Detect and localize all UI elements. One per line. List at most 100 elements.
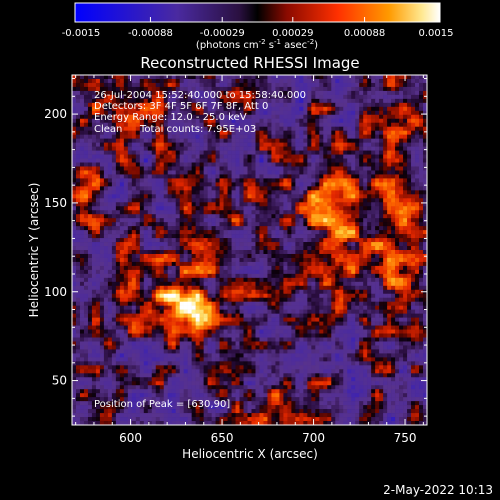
heatmap-cell xyxy=(287,253,292,259)
heatmap-cell xyxy=(251,194,256,199)
heatmap-cell xyxy=(379,238,384,243)
heatmap-cell xyxy=(247,110,252,116)
heatmap-cell xyxy=(391,162,396,167)
heatmap-cell xyxy=(351,214,356,219)
heatmap-cell xyxy=(283,150,288,155)
heatmap-cell xyxy=(411,170,416,175)
heatmap-cell xyxy=(295,261,300,267)
heatmap-cell xyxy=(271,277,276,283)
heatmap-cell xyxy=(72,158,77,163)
heatmap-cell xyxy=(191,94,196,100)
heatmap-cell xyxy=(211,102,216,108)
heatmap-cell xyxy=(207,110,212,116)
heatmap-cell xyxy=(335,214,340,219)
heatmap-cell xyxy=(375,78,380,84)
heatmap-cell xyxy=(315,122,320,128)
heatmap-cell xyxy=(379,102,384,108)
heatmap-cell xyxy=(331,277,336,283)
heatmap-cell xyxy=(283,98,288,104)
heatmap-cell xyxy=(243,138,248,143)
heatmap-cell xyxy=(383,202,388,207)
heatmap-cell xyxy=(263,186,268,191)
heatmap-cell xyxy=(351,130,356,135)
heatmap-cell xyxy=(75,146,81,151)
heatmap-cell xyxy=(383,222,388,227)
heatmap-cell xyxy=(391,238,396,243)
heatmap-cell xyxy=(327,202,332,207)
heatmap-cell xyxy=(171,154,177,159)
heatmap-cell xyxy=(415,206,420,211)
heatmap-cell xyxy=(167,86,173,92)
heatmap-cell xyxy=(311,118,316,124)
heatmap-cell xyxy=(283,154,288,159)
heatmap-cell xyxy=(99,90,105,96)
heatmap-cell xyxy=(279,182,284,187)
heatmap-cell xyxy=(139,293,145,299)
heatmap-cell xyxy=(91,269,97,275)
heatmap-cell xyxy=(179,82,184,88)
heatmap-cell xyxy=(363,202,368,207)
heatmap-cell xyxy=(295,110,300,116)
heatmap-cell xyxy=(227,293,232,299)
heatmap-cell xyxy=(83,202,89,207)
heatmap-cell xyxy=(175,166,180,171)
heatmap-cell xyxy=(411,250,416,255)
heatmap-cell xyxy=(75,265,81,271)
heatmap-cell xyxy=(375,86,380,92)
heatmap-cell xyxy=(143,269,149,275)
heatmap-cell xyxy=(139,134,145,139)
heatmap-cell xyxy=(231,194,236,199)
heatmap-cell xyxy=(359,122,364,128)
heatmap-cell xyxy=(259,257,264,263)
heatmap-cell xyxy=(423,142,428,147)
heatmap-cell xyxy=(99,142,105,147)
heatmap-cell xyxy=(195,250,200,255)
heatmap-cell xyxy=(163,86,169,92)
heatmap-cell xyxy=(387,194,392,199)
heatmap-cell xyxy=(219,98,224,104)
heatmap-cell xyxy=(243,86,248,92)
heatmap-cell xyxy=(111,126,117,131)
heatmap-cell xyxy=(107,138,113,143)
heatmap-cell xyxy=(395,110,400,116)
heatmap-cell xyxy=(335,289,340,295)
heatmap-cell xyxy=(167,158,173,163)
heatmap-cell xyxy=(367,118,372,124)
heatmap-cell xyxy=(83,162,89,167)
heatmap-cell xyxy=(275,250,280,255)
heatmap-cell xyxy=(143,218,149,223)
heatmap-cell xyxy=(167,106,173,112)
heatmap-cell xyxy=(131,194,137,199)
heatmap-cell xyxy=(199,194,204,199)
heatmap-cell xyxy=(119,178,125,183)
heatmap-cell xyxy=(331,206,336,211)
heatmap-cell xyxy=(303,174,308,179)
heatmap-cell xyxy=(411,98,416,104)
heatmap-cell xyxy=(171,75,177,80)
heatmap-cell xyxy=(147,146,153,151)
heatmap-cell xyxy=(87,110,93,116)
heatmap-cell xyxy=(295,174,300,179)
heatmap-cell xyxy=(255,106,260,112)
heatmap-cell xyxy=(143,238,149,243)
heatmap-cell xyxy=(411,194,416,199)
heatmap-cell xyxy=(335,162,340,167)
heatmap-cell xyxy=(111,293,117,299)
heatmap-cell xyxy=(179,158,184,163)
heatmap-cell xyxy=(139,289,145,295)
heatmap-cell xyxy=(323,126,328,131)
heatmap-cell xyxy=(419,190,424,195)
heatmap-cell xyxy=(207,146,212,151)
heatmap-cell xyxy=(107,194,113,199)
heatmap-cell xyxy=(351,257,356,263)
heatmap-cell xyxy=(331,218,336,223)
heatmap-cell xyxy=(391,218,396,223)
heatmap-cell xyxy=(211,186,216,191)
heatmap-cell xyxy=(355,293,360,299)
heatmap-cell xyxy=(127,261,133,267)
heatmap-cell xyxy=(167,194,173,199)
heatmap-cell xyxy=(391,174,396,179)
heatmap-cell xyxy=(379,162,384,167)
heatmap-cell xyxy=(203,138,208,143)
heatmap-cell xyxy=(251,178,256,183)
